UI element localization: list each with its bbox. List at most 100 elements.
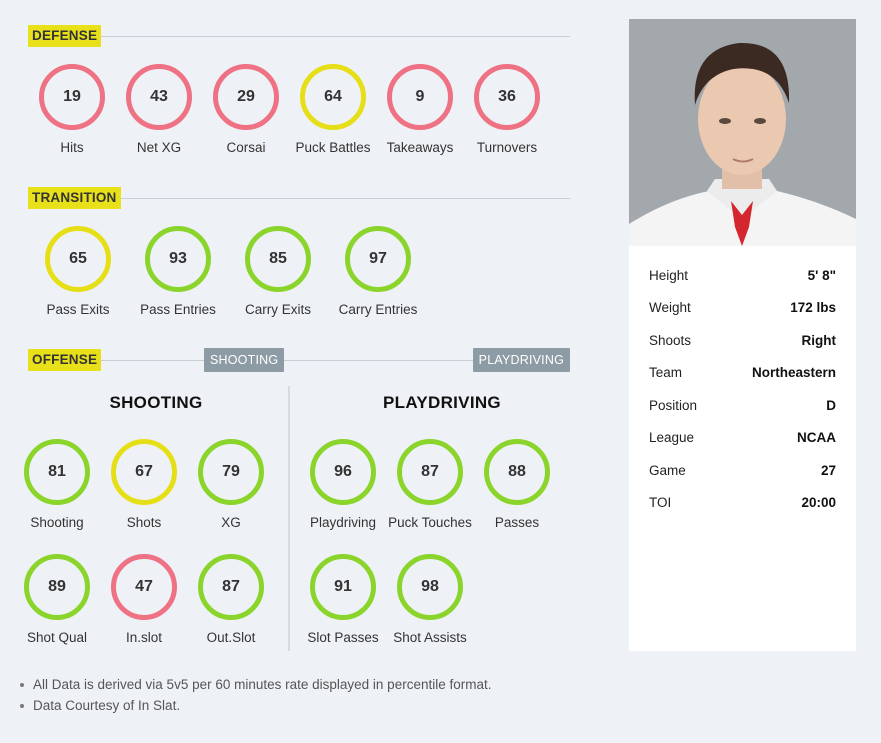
metric-ring: 96: [310, 439, 376, 505]
metric-ring: 65: [45, 226, 111, 292]
info-value: Northeastern: [751, 365, 836, 380]
info-key: League: [649, 430, 695, 445]
metric-puck-touches: 87 Puck Touches: [380, 439, 480, 530]
info-row-toi: TOI 20:00: [649, 495, 836, 515]
metric-slot-passes: 91 Slot Passes: [293, 554, 393, 645]
metric-label: Turnovers: [476, 140, 538, 155]
footnotes: All Data is derived via 5v5 per 60 minut…: [20, 674, 491, 716]
metric-ring: 64: [300, 64, 366, 130]
metric-shooting: 81 Shooting: [7, 439, 107, 530]
metric-ring: 87: [198, 554, 264, 620]
metric-ring: 93: [145, 226, 211, 292]
metric-ring: 79: [198, 439, 264, 505]
footnote-item: All Data is derived via 5v5 per 60 minut…: [20, 674, 491, 695]
metric-shot-assists: 98 Shot Assists: [380, 554, 480, 645]
divider-line: [28, 36, 570, 37]
metric-ring: 87: [397, 439, 463, 505]
info-value: NCAA: [797, 430, 836, 445]
metric-carry-exits: 85 Carry Exits: [228, 226, 328, 317]
info-row-weight: Weight 172 lbs: [649, 300, 836, 320]
info-value: 172 lbs: [790, 300, 836, 315]
shooting-title: SHOOTING: [109, 393, 203, 412]
metric-ring: 89: [24, 554, 90, 620]
metric-label: Passes: [494, 515, 540, 530]
metric-label: Carry Exits: [244, 302, 311, 317]
transition-tag: TRANSITION: [28, 187, 121, 209]
metric-ring: 19: [39, 64, 105, 130]
metric-label: Playdriving: [309, 515, 377, 530]
metric-hits: 19 Hits: [22, 64, 122, 155]
info-key: Weight: [649, 300, 691, 315]
metric-label: Out.Slot: [206, 630, 256, 645]
info-key: Team: [649, 365, 683, 380]
info-value: Right: [801, 333, 837, 348]
metric-label: XG: [221, 515, 241, 530]
metric-label: Shooting: [30, 515, 84, 530]
metric-label: Takeaways: [386, 140, 454, 155]
info-key: Height: [649, 268, 689, 283]
metric-turnovers: 36 Turnovers: [457, 64, 557, 155]
divider-line: [28, 198, 570, 199]
metric-ring: 67: [111, 439, 177, 505]
info-value: D: [826, 398, 836, 413]
metric-ring: 91: [310, 554, 376, 620]
info-key: Position: [649, 398, 698, 413]
info-key: Game: [649, 463, 686, 478]
metric-net-xg: 43 Net XG: [109, 64, 209, 155]
metric-xg: 79 XG: [181, 439, 281, 530]
metric-label: Pass Exits: [46, 302, 110, 317]
offense-tag: OFFENSE: [28, 349, 102, 371]
offense-header: OFFENSE SHOOTING PLAYDRIVING: [28, 348, 570, 372]
player-card: Height 5' 8" Weight 172 lbs Shoots Right…: [629, 19, 856, 651]
metric-shots: 67 Shots: [94, 439, 194, 530]
metric-label: Carry Entries: [338, 302, 418, 317]
info-value: 27: [820, 463, 836, 478]
metric-ring: 36: [474, 64, 540, 130]
metric-label: Shots: [126, 515, 162, 530]
metric-label: Puck Touches: [388, 515, 472, 530]
player-photo-illustration: [629, 19, 856, 246]
shooting-tab-button[interactable]: SHOOTING: [204, 348, 285, 372]
transition-header: TRANSITION: [28, 187, 570, 209]
info-value: 20:00: [801, 495, 836, 510]
info-row-team: Team Northeastern: [649, 365, 836, 385]
metric-pass-entries: 93 Pass Entries: [128, 226, 228, 317]
metric-takeaways: 9 Takeaways: [370, 64, 470, 155]
defense-tag: DEFENSE: [28, 25, 102, 47]
metric-ring: 29: [213, 64, 279, 130]
footnote-item: Data Courtesy of In Slat.: [20, 695, 491, 716]
metric-corsai: 29 Corsai: [196, 64, 296, 155]
metric-label: Corsai: [226, 140, 266, 155]
metric-pass-exits: 65 Pass Exits: [28, 226, 128, 317]
info-row-height: Height 5' 8": [649, 268, 836, 288]
metric-label: In.slot: [125, 630, 163, 645]
metric-label: Puck Battles: [295, 140, 371, 155]
metric-passes: 88 Passes: [467, 439, 567, 530]
metric-label: Net XG: [136, 140, 182, 155]
metric-ring: 97: [345, 226, 411, 292]
info-row-position: Position D: [649, 398, 836, 418]
info-key: Shoots: [649, 333, 692, 348]
metric-ring: 88: [484, 439, 550, 505]
info-row-game: Game 27: [649, 463, 836, 483]
playdriving-tab-button[interactable]: PLAYDRIVING: [472, 348, 570, 372]
metric-label: Pass Entries: [140, 302, 216, 317]
metric-ring: 85: [245, 226, 311, 292]
info-row-league: League NCAA: [649, 430, 836, 450]
metric-ring: 81: [24, 439, 90, 505]
metric-label: Shot Qual: [26, 630, 88, 645]
metric-shot-qual: 89 Shot Qual: [7, 554, 107, 645]
metric-puck-battles: 64 Puck Battles: [283, 64, 383, 155]
metric-playdriving: 96 Playdriving: [293, 439, 393, 530]
metric-label: Shot Assists: [393, 630, 467, 645]
metric-ring: 98: [397, 554, 463, 620]
column-divider: [288, 386, 290, 651]
metric-carry-entries: 97 Carry Entries: [328, 226, 428, 317]
info-key: TOI: [649, 495, 672, 510]
info-row-shoots: Shoots Right: [649, 333, 836, 353]
player-photo: [629, 19, 856, 246]
metric-ring: 9: [387, 64, 453, 130]
divider-line: [28, 360, 570, 361]
defense-header: DEFENSE: [28, 25, 570, 47]
playdriving-title: PLAYDRIVING: [383, 393, 501, 412]
